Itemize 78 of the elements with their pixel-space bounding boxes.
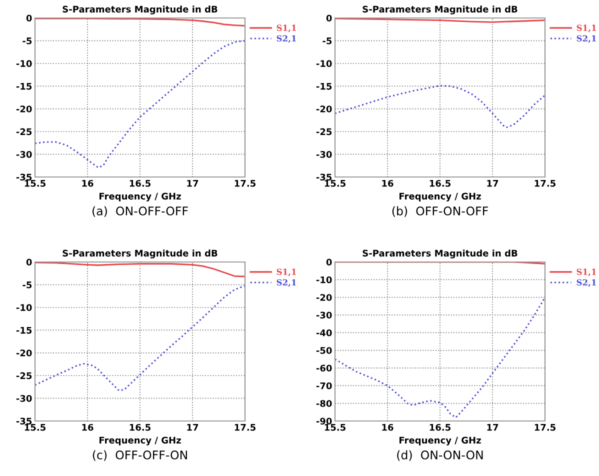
legend-label: S2,1 [576,279,596,287]
y-tick-label: 0 [26,14,32,22]
x-tick-label: 16.5 [130,424,151,431]
y-tick-label: -15 [16,326,32,334]
y-tick-label: -20 [16,106,32,112]
x-tick-label: 17.5 [534,180,556,187]
y-tick-label: -10 [16,60,32,67]
x-tick-label: 17 [187,424,198,431]
chart-title: S-Parameters Magnitude in dB [62,6,218,14]
x-axis-title: Frequency / GHz [100,436,181,446]
text: (c) OFF-OFF-ON [92,450,187,461]
legend-label: S1,1 [276,268,296,276]
x-axis-title: Frequency / GHz [400,436,481,446]
y-tick-label: -35 [16,418,32,425]
x-axis-title: Frequency / GHz [100,192,181,202]
x-tick-label: 17 [187,180,198,187]
y-tick-label: -30 [316,312,332,319]
chart-title: S-Parameters Magnitude in dB [362,6,518,14]
x-tick-label: 15.5 [324,424,346,431]
y-tick-label: -70 [316,382,332,390]
y-tick-label: -5 [322,38,332,44]
y-tick-label: -25 [316,128,332,136]
x-tick-label: 16 [82,424,94,431]
y-tick-label: -25 [16,128,32,136]
x-tick-label: 16.5 [430,180,451,187]
text: (d) ON-ON-ON [397,450,483,461]
x-tick-label: 17.5 [234,424,256,431]
y-tick-label: -25 [16,372,32,380]
x-axis-title: Frequency / GHz [400,192,481,202]
x-tick-label: 17 [487,180,498,187]
x-tick-label: 16 [382,424,394,431]
y-tick-label: -10 [316,60,332,67]
line-series [35,284,245,392]
legend-label: S1,1 [276,24,296,32]
y-tick-label: -10 [316,276,332,284]
y-tick-label: -15 [316,82,332,90]
legend-label: S2,1 [276,35,296,43]
y-tick-label: -10 [16,304,32,311]
line-series [335,296,545,418]
y-tick-label: -5 [22,38,32,44]
x-tick-label: 16 [82,180,94,187]
y-tick-label: -20 [16,350,32,356]
chart-title: S-Parameters Magnitude in dB [362,250,518,258]
legend-label: S2,1 [576,35,596,43]
y-tick-label: 0 [26,258,32,266]
text: (b) OFF-ON-OFF [392,206,488,217]
y-tick-label: -20 [316,106,332,112]
y-tick-label: -35 [16,174,32,181]
y-tick-label: -50 [316,347,332,354]
y-tick-label: -80 [316,400,332,407]
y-tick-label: -90 [316,418,332,425]
y-tick-label: 0 [326,258,332,266]
x-tick-label: 15.5 [24,424,46,431]
y-tick-label: -60 [316,364,332,372]
y-tick-label: -30 [16,151,32,158]
x-tick-label: 16.5 [130,180,151,187]
y-tick-label: -30 [16,395,32,402]
x-tick-label: 17.5 [534,424,556,431]
x-tick-label: 16.5 [430,424,451,431]
x-tick-label: 17 [487,424,498,431]
y-tick-label: -20 [316,294,332,301]
legend-label: S1,1 [576,24,596,32]
text: (a) ON-OFF-OFF [92,206,188,217]
x-tick-label: 17.5 [234,180,256,187]
legend-label: S2,1 [276,279,296,287]
chart-title: S-Parameters Magnitude in dB [62,250,218,258]
x-tick-label: 15.5 [324,180,346,187]
y-tick-label: -5 [22,282,32,288]
line-series [35,40,245,168]
y-tick-label: -30 [316,151,332,158]
line-series [335,84,545,128]
y-tick-label: -15 [16,82,32,90]
x-tick-label: 16 [382,180,394,187]
y-tick-label: 0 [326,14,332,22]
y-tick-label: -40 [316,329,332,336]
y-tick-label: -35 [316,174,332,181]
legend-label: S1,1 [576,268,596,276]
x-tick-label: 15.5 [24,180,46,187]
